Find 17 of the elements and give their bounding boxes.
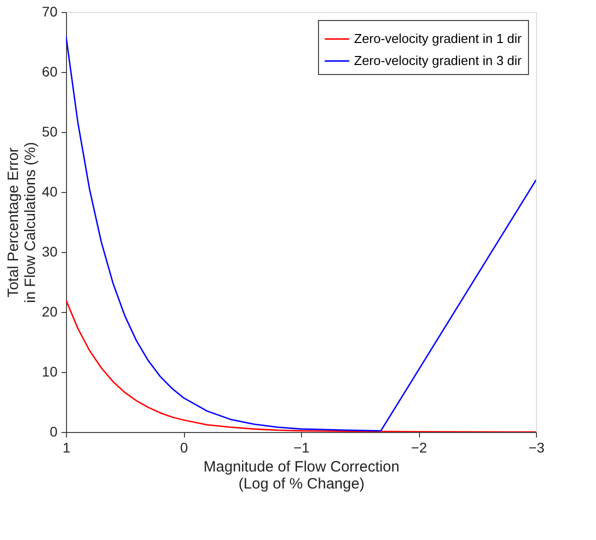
y-tick-label: 50 xyxy=(42,124,58,140)
legend-label: Zero-velocity gradient in 1 dir xyxy=(354,31,522,46)
y-tick-label: 30 xyxy=(42,244,58,260)
x-tick-label: −2 xyxy=(411,440,428,456)
y-tick-label: 60 xyxy=(42,64,58,80)
x-tick-label: −1 xyxy=(294,440,310,456)
y-tick-label: 10 xyxy=(42,364,58,380)
y-tick-label: 0 xyxy=(50,424,58,440)
legend-label: Zero-velocity gradient in 3 dir xyxy=(354,53,522,68)
y-tick-label: 40 xyxy=(42,184,58,200)
x-tick-label: −3 xyxy=(528,440,545,456)
y-tick-label: 70 xyxy=(42,4,58,20)
x-axis-title: Magnitude of Flow Correction (Log of % Change) xyxy=(204,458,400,492)
y-axis-title: Total Percentage Error in Flow Calculations (%) xyxy=(4,142,39,303)
y-tick-label: 20 xyxy=(42,304,58,320)
x-tick-label: 0 xyxy=(180,440,188,456)
x-tick-label: 1 xyxy=(62,440,71,456)
